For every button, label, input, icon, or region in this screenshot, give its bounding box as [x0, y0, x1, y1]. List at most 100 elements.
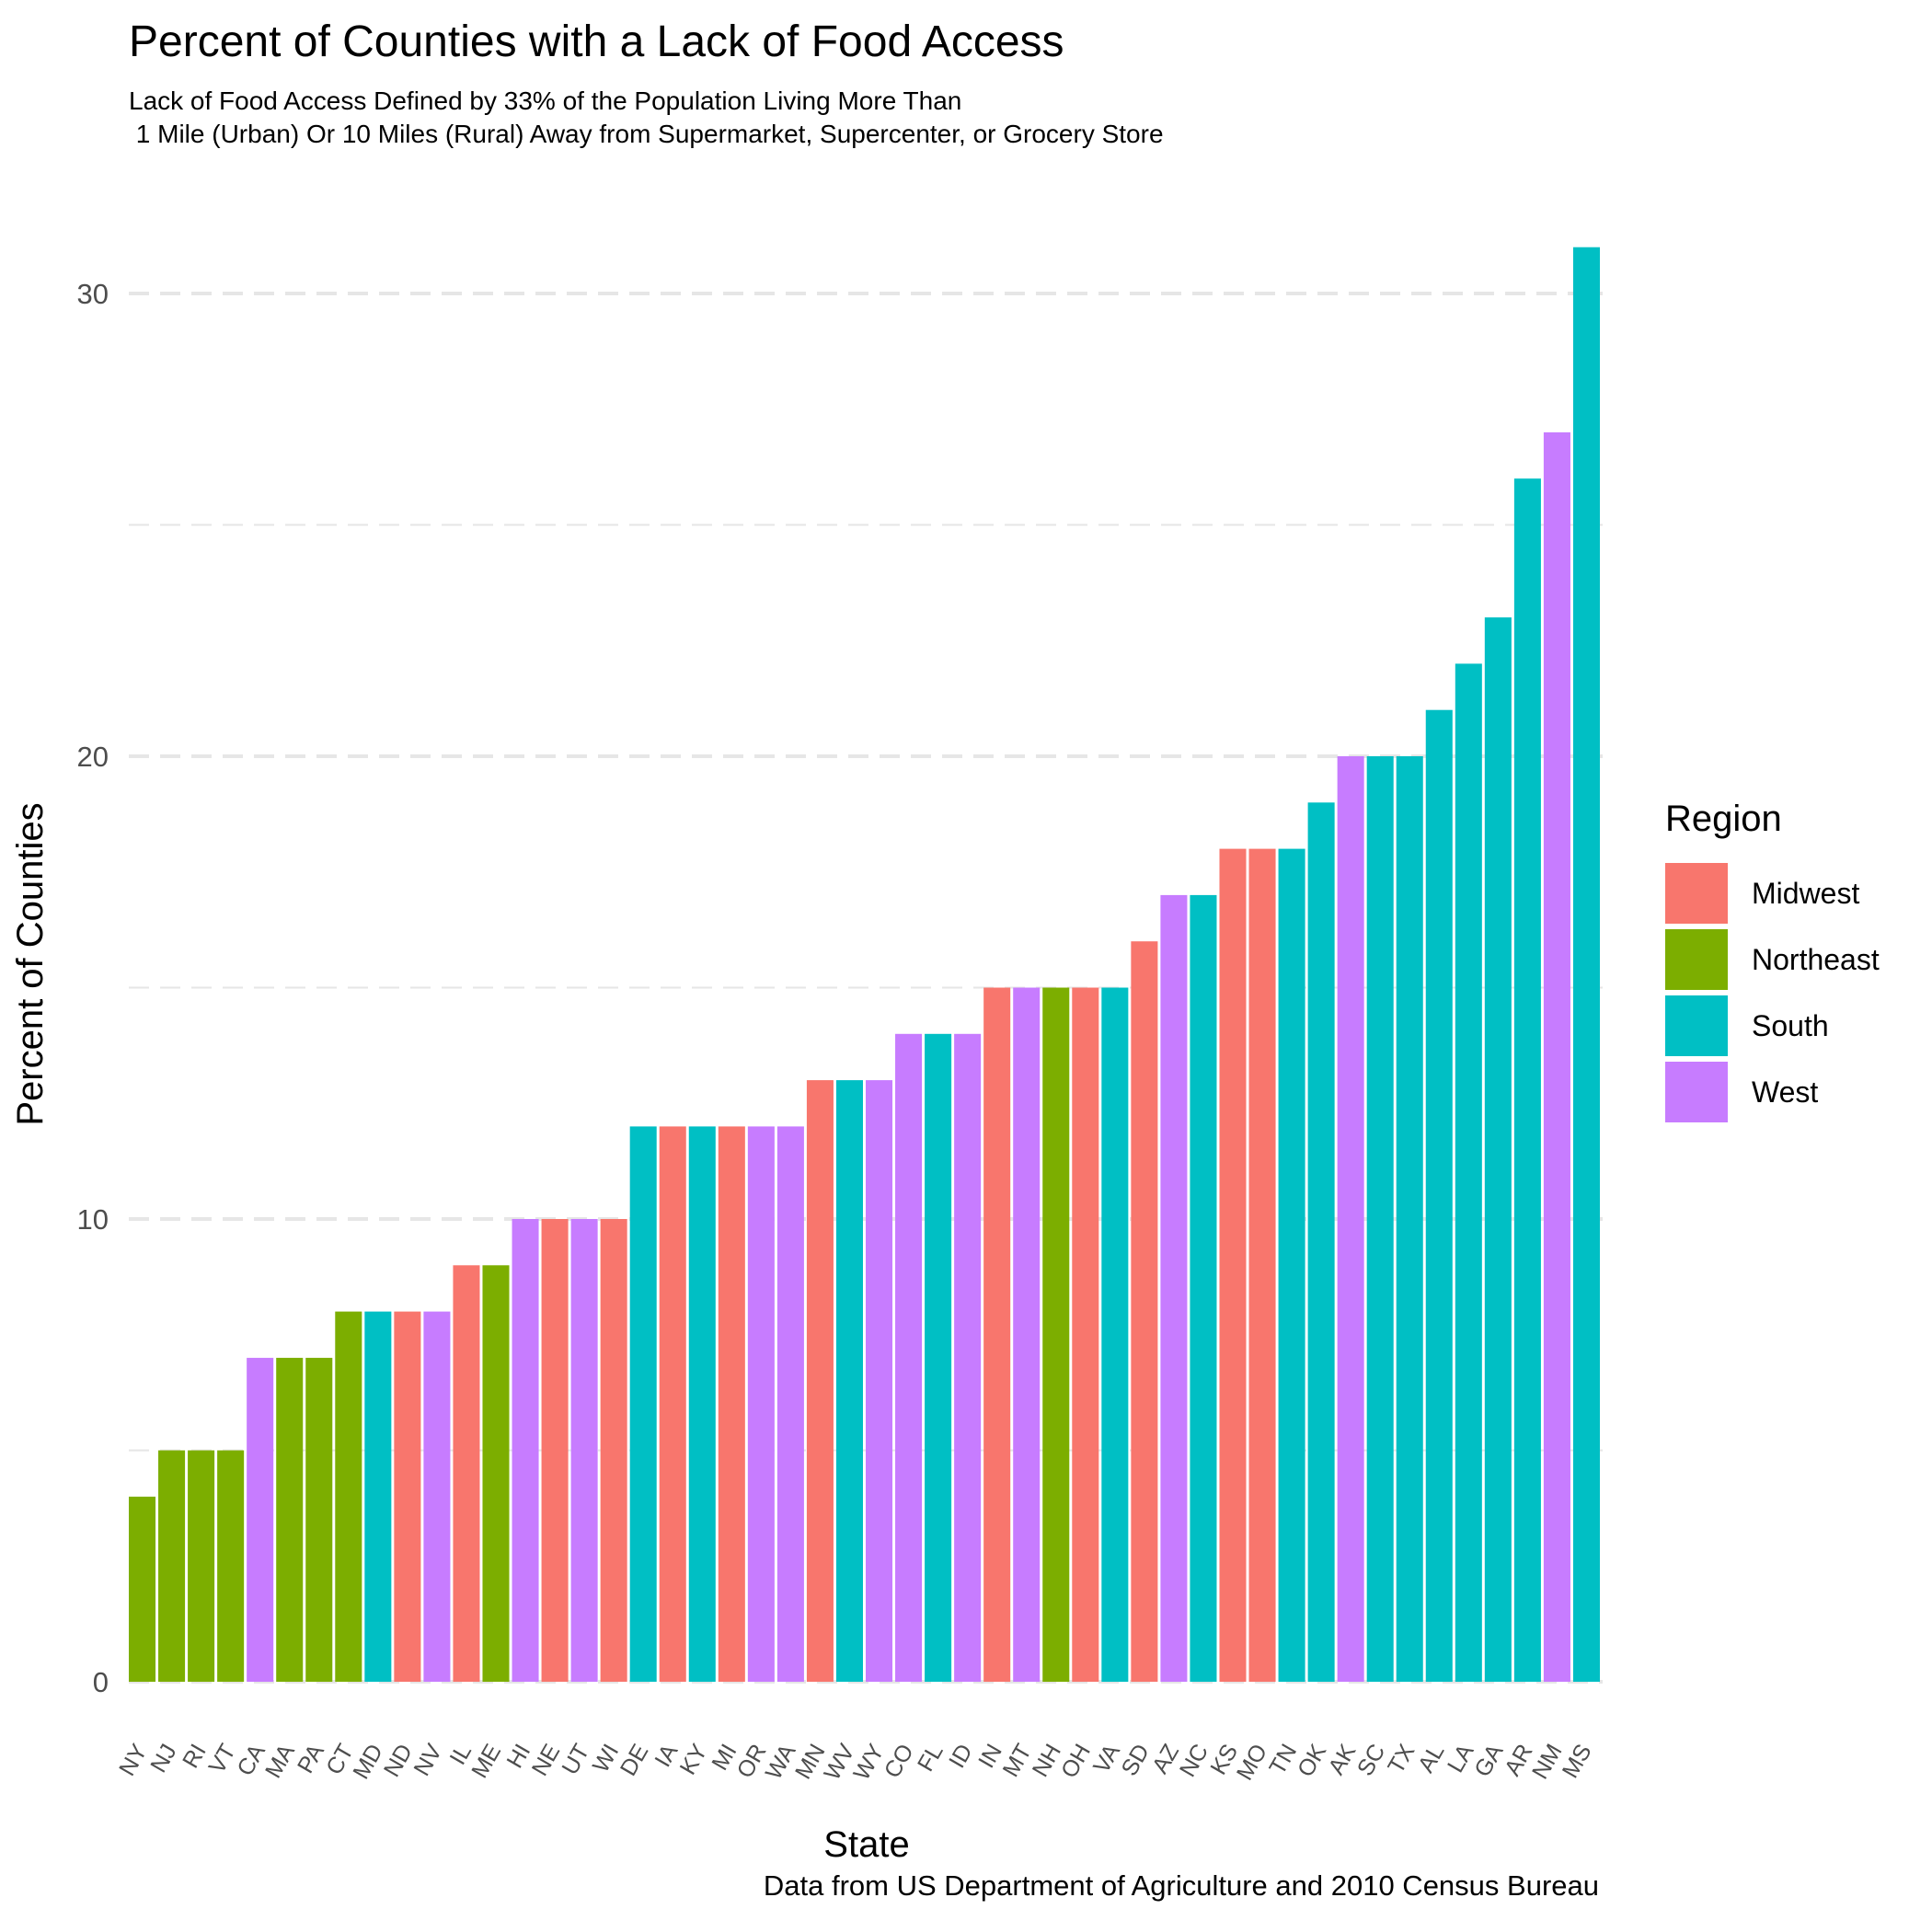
bar-sc: [1366, 756, 1394, 1682]
bar-ny: [129, 1496, 156, 1682]
bar-tn: [1278, 848, 1305, 1682]
x-tick-labels: NYNJRIVTCAMAPACTMDNDNVILMEHINEUTWIDEIAKY…: [114, 1740, 1597, 1785]
x-tick-label: NJ: [145, 1740, 182, 1777]
bar-mt: [1013, 987, 1041, 1682]
y-tick-label: 10: [77, 1203, 109, 1236]
legend-swatch-northeast: [1665, 929, 1728, 990]
x-tick-label: PA: [293, 1740, 329, 1778]
x-tick-label: SC: [1352, 1740, 1391, 1780]
bar-ks: [1219, 848, 1247, 1682]
legend-item-south: South: [1665, 993, 1880, 1059]
bar-ky: [688, 1126, 716, 1682]
bar-sd: [1131, 941, 1158, 1682]
bar-fl: [925, 1033, 952, 1682]
bar-mo: [1248, 848, 1276, 1682]
x-tick-label: NE: [527, 1740, 566, 1780]
bar-wa: [776, 1126, 804, 1682]
legend-swatch-south: [1665, 995, 1728, 1056]
x-tick-label: ME: [466, 1740, 506, 1782]
legend-item-midwest: Midwest: [1665, 860, 1880, 926]
x-tick-label: AZ: [1147, 1740, 1184, 1778]
x-tick-label: WI: [588, 1740, 625, 1777]
y-tick-label: 20: [77, 741, 109, 773]
y-axis-label: Percent of Counties: [10, 802, 51, 1125]
x-tick-label: AK: [1323, 1740, 1361, 1779]
bar-md: [364, 1311, 392, 1682]
bar-pa: [305, 1357, 333, 1682]
x-tick-label: FL: [913, 1740, 949, 1776]
legend-title: Region: [1665, 799, 1782, 839]
x-tick-label: TX: [1383, 1740, 1420, 1778]
bar-nh: [1042, 987, 1070, 1682]
x-tick-label: NY: [114, 1740, 153, 1780]
bar-ca: [247, 1357, 274, 1682]
bar-ct: [335, 1311, 362, 1682]
bar-ok: [1307, 802, 1335, 1682]
chart-caption: Data from US Department of Agriculture a…: [763, 1869, 1599, 1902]
bars: [129, 247, 1600, 1683]
bar-wv: [835, 1080, 863, 1682]
bar-co: [895, 1033, 923, 1682]
x-tick-label: AL: [1413, 1740, 1450, 1777]
bar-de: [629, 1126, 657, 1682]
bar-me: [482, 1265, 510, 1682]
legend: Region Midwest Northeast South West: [1665, 799, 1880, 1125]
legend-swatch-midwest: [1665, 863, 1728, 924]
x-axis-label: State: [823, 1824, 909, 1865]
bar-va: [1101, 987, 1129, 1682]
bar-wy: [866, 1080, 893, 1682]
y-tick-label: 0: [93, 1666, 109, 1698]
x-tick-label: CA: [232, 1740, 270, 1780]
y-tick-labels: 0 10 20 30: [77, 278, 109, 1698]
bar-ut: [570, 1219, 598, 1682]
bar-tx: [1396, 756, 1423, 1682]
bar-mi: [718, 1126, 745, 1682]
bar-ma: [276, 1357, 304, 1682]
bar-la: [1455, 663, 1482, 1682]
y-tick-label: 30: [77, 278, 109, 310]
bar-nc: [1190, 894, 1217, 1682]
legend-item-northeast: Northeast: [1665, 926, 1880, 993]
bar-mn: [806, 1080, 834, 1682]
bar-nv: [423, 1311, 451, 1682]
bar-ne: [541, 1219, 569, 1682]
bar-ar: [1513, 478, 1541, 1683]
x-tick-label: MS: [1558, 1740, 1597, 1782]
legend-swatch-west: [1665, 1062, 1728, 1122]
x-tick-label: VT: [204, 1740, 241, 1778]
bar-nm: [1543, 431, 1570, 1682]
x-tick-label: SD: [1116, 1740, 1155, 1780]
bar-wi: [600, 1219, 627, 1682]
x-tick-label: DE: [615, 1740, 654, 1780]
bar-ms: [1572, 247, 1600, 1683]
x-tick-label: ID: [944, 1740, 978, 1773]
bar-ri: [188, 1450, 215, 1682]
legend-label-west: West: [1752, 1075, 1819, 1109]
bar-vt: [217, 1450, 245, 1682]
legend-label-northeast: Northeast: [1752, 942, 1880, 976]
chart-title: Percent of Counties with a Lack of Food …: [129, 17, 1064, 66]
bar-az: [1160, 894, 1188, 1682]
x-tick-label: TN: [1264, 1740, 1302, 1779]
bar-ia: [659, 1126, 686, 1682]
x-tick-label: UT: [557, 1740, 594, 1779]
x-tick-label: VA: [1088, 1740, 1125, 1778]
chart-subtitle: Lack of Food Access Defined by 33% of th…: [129, 86, 1164, 148]
legend-item-west: West: [1665, 1059, 1880, 1125]
bar-ga: [1484, 617, 1512, 1682]
legend-label-midwest: Midwest: [1752, 876, 1860, 910]
bar-oh: [1072, 987, 1099, 1682]
bar-hi: [512, 1219, 539, 1682]
x-tick-label: KY: [675, 1740, 713, 1779]
bar-in: [983, 987, 1011, 1682]
bar-al: [1425, 709, 1453, 1683]
bar-id: [954, 1033, 982, 1682]
bar-nd: [394, 1311, 421, 1682]
x-tick-label: NV: [409, 1740, 448, 1780]
bar-ak: [1337, 756, 1364, 1682]
bar-il: [453, 1265, 480, 1682]
bar-nj: [158, 1450, 186, 1682]
bar-or: [747, 1126, 775, 1682]
legend-label-south: South: [1752, 1008, 1829, 1042]
